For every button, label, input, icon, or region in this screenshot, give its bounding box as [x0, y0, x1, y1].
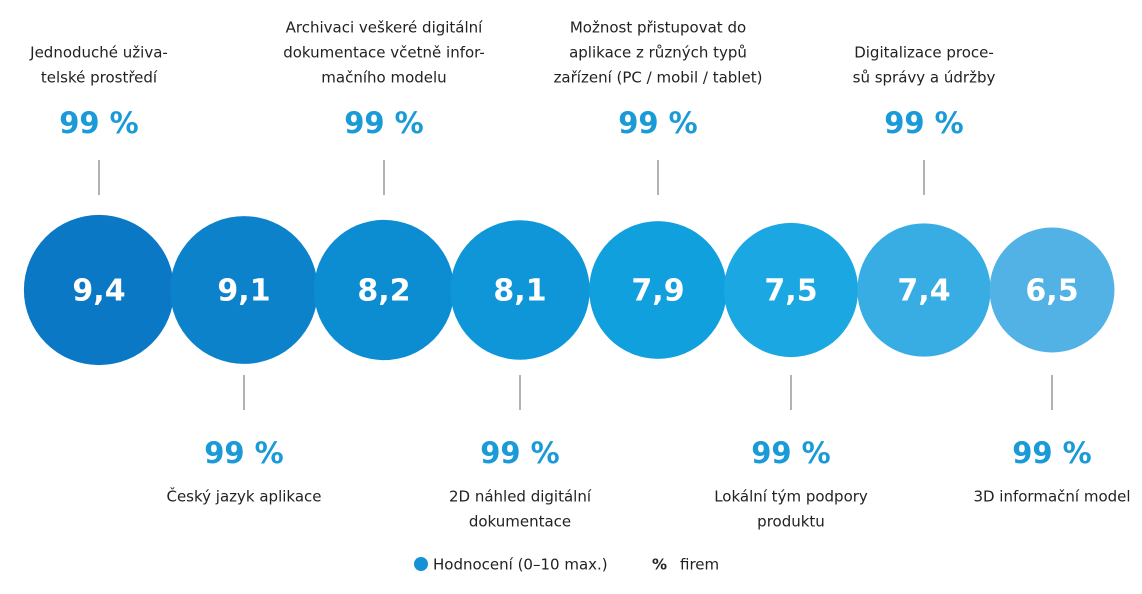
rating-circle — [857, 223, 991, 357]
item-label: dokumentace včetně infor- — [283, 44, 485, 62]
rating-label: 9,1 — [217, 274, 270, 309]
percent-label: 99 % — [480, 436, 560, 470]
item-label: sů správy a údržby — [853, 69, 996, 87]
item-label: produktu — [757, 513, 825, 531]
rating-circle — [723, 222, 859, 358]
item-label: aplikace z různých typů — [569, 44, 747, 62]
legend-label: firem — [680, 556, 719, 574]
rating-label: 7,5 — [764, 274, 817, 309]
rating-label: 8,1 — [493, 274, 546, 309]
rating-label: 7,4 — [897, 274, 950, 309]
percent-label: 99 % — [618, 106, 698, 140]
item-label: mačního modelu — [321, 69, 446, 87]
item-label: Jednoduché uživa- — [29, 44, 168, 62]
item-label: telské prostředí — [41, 69, 158, 87]
rating-circle — [450, 220, 590, 360]
percent-label: 99 % — [344, 106, 424, 140]
percent-label: 99 % — [884, 106, 964, 140]
rating-label: 9,4 — [72, 274, 125, 309]
item-label: zařízení (PC / mobil / tablet) — [554, 69, 763, 87]
percent-label: 99 % — [204, 436, 284, 470]
percent-label: 99 % — [1012, 436, 1092, 470]
rating-circle — [313, 219, 455, 361]
item-label: Archivaci veškeré digitální — [286, 19, 484, 37]
rating-label: 6,5 — [1025, 274, 1078, 309]
legend-marker — [414, 557, 428, 571]
item-label: Digitalizace proce- — [854, 44, 994, 62]
item-label: Možnost přistupovat do — [570, 19, 746, 37]
percent-label: 99 % — [751, 436, 831, 470]
item-label: Český jazyk aplikace — [166, 487, 321, 506]
rating-circle — [23, 214, 175, 366]
item-label: 3D informační model — [973, 488, 1130, 506]
rating-label: 8,2 — [357, 274, 410, 309]
rating-circle — [989, 227, 1115, 353]
item-label: 2D náhled digitální — [449, 488, 592, 506]
item-label: dokumentace — [469, 513, 571, 531]
legend-label: Hodnocení (0–10 max.) — [433, 556, 608, 574]
rating-circle — [170, 216, 318, 364]
rating-circle — [589, 221, 727, 359]
legend-marker: % — [652, 556, 667, 574]
rating-label: 7,9 — [631, 274, 684, 309]
item-label: Lokální tým podpory — [714, 488, 868, 506]
percent-label: 99 % — [59, 106, 139, 140]
